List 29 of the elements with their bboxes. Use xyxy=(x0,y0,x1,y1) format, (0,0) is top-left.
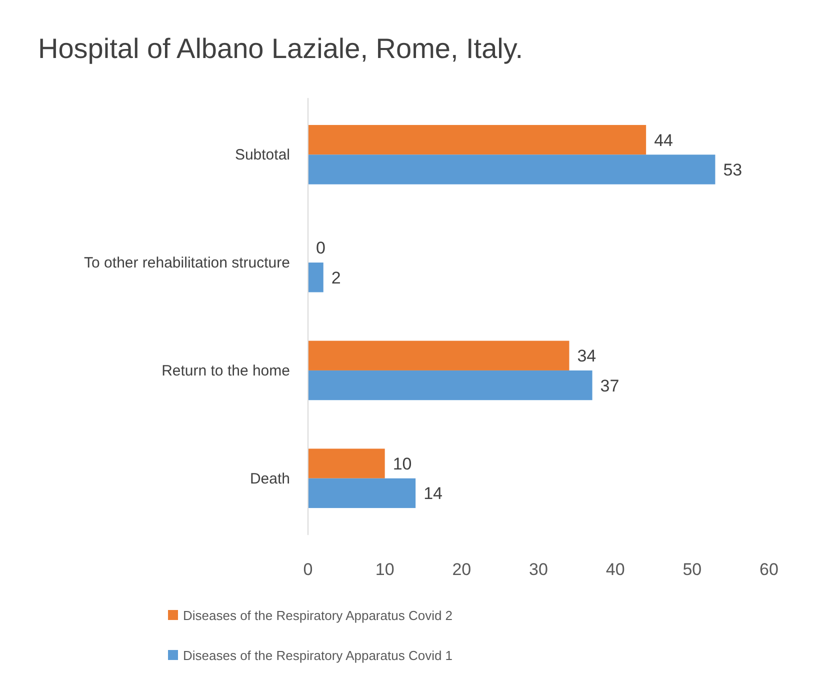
data-label: 44 xyxy=(654,130,673,150)
data-label: 0 xyxy=(316,238,326,258)
data-label: 37 xyxy=(600,376,620,396)
y-tick-label: To other rehabilitation structure xyxy=(84,254,290,272)
x-tick-label: 50 xyxy=(682,560,702,579)
legend-label: Diseases of the Respiratory Apparatus Covid 1 xyxy=(183,648,453,663)
bar xyxy=(308,448,385,478)
data-label: 14 xyxy=(424,484,442,504)
x-tick-label: 20 xyxy=(452,560,472,579)
data-label: 34 xyxy=(577,346,596,366)
data-label: 10 xyxy=(392,454,412,474)
x-tick-label: 60 xyxy=(760,560,778,579)
chart-title: Hospital of Albano Laziale, Rome, Italy. xyxy=(38,33,524,64)
bar xyxy=(308,154,716,184)
bar xyxy=(308,340,570,370)
bar xyxy=(308,262,324,292)
legend-label: Diseases of the Respiratory Apparatus Covid 2 xyxy=(183,608,453,623)
y-tick-label: Death xyxy=(250,470,290,488)
bar xyxy=(308,478,416,508)
data-label: 2 xyxy=(331,268,341,288)
x-tick-label: 30 xyxy=(529,560,548,579)
x-tick-label: 10 xyxy=(375,560,394,579)
bar xyxy=(308,370,592,400)
x-tick-label: 40 xyxy=(606,560,625,579)
y-tick-label: Return to the home xyxy=(162,362,290,380)
data-label: 53 xyxy=(723,160,742,180)
y-tick-label: Subtotal xyxy=(234,146,290,164)
x-tick-label: 0 xyxy=(303,560,313,579)
bar xyxy=(308,124,646,155)
